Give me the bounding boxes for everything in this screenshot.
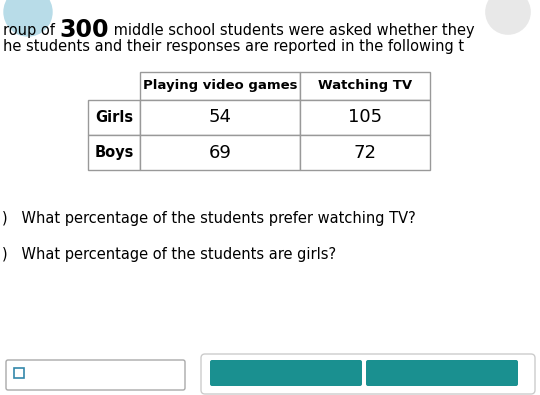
Bar bbox=[88, 100, 140, 135]
FancyBboxPatch shape bbox=[366, 360, 518, 386]
Text: 300: 300 bbox=[59, 18, 109, 42]
Text: 105: 105 bbox=[348, 109, 382, 126]
FancyBboxPatch shape bbox=[210, 360, 362, 386]
Bar bbox=[140, 100, 300, 135]
Bar bbox=[300, 72, 430, 100]
Text: Girls: Girls bbox=[95, 110, 133, 125]
FancyBboxPatch shape bbox=[201, 354, 535, 394]
Bar bbox=[88, 72, 140, 100]
Text: middle school students were asked whether they: middle school students were asked whethe… bbox=[109, 23, 475, 38]
Text: Watching TV: Watching TV bbox=[318, 79, 412, 92]
Bar bbox=[300, 100, 430, 135]
Text: 72: 72 bbox=[354, 143, 376, 162]
Bar bbox=[300, 135, 430, 170]
Bar bbox=[88, 135, 140, 170]
Bar bbox=[140, 72, 300, 100]
Text: roup of: roup of bbox=[3, 23, 59, 38]
Text: 69: 69 bbox=[208, 143, 232, 162]
Text: 54: 54 bbox=[208, 109, 232, 126]
Text: )   What percentage of the students are girls?: ) What percentage of the students are gi… bbox=[2, 248, 336, 263]
Text: )   What percentage of the students prefer watching TV?: ) What percentage of the students prefer… bbox=[2, 211, 416, 226]
Bar bbox=[14, 368, 24, 378]
Text: he students and their responses are reported in the following t: he students and their responses are repo… bbox=[3, 38, 464, 53]
FancyBboxPatch shape bbox=[6, 360, 185, 390]
Text: Playing video games: Playing video games bbox=[143, 79, 297, 92]
Circle shape bbox=[486, 0, 530, 34]
Bar bbox=[140, 135, 300, 170]
Circle shape bbox=[4, 0, 52, 36]
Text: Boys: Boys bbox=[94, 145, 134, 160]
